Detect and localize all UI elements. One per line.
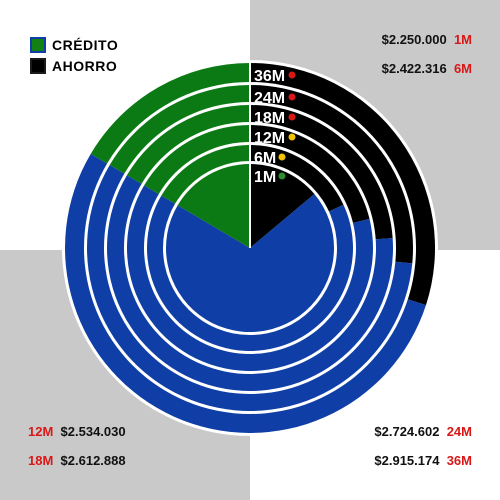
annotation-value: $2.250.000 bbox=[381, 32, 447, 47]
annotation-period: 24M bbox=[446, 424, 472, 439]
annotation-period: 6M bbox=[453, 61, 472, 76]
legend-item-ahorro: AHORRO bbox=[30, 55, 118, 76]
uncovered-sector-1m bbox=[177, 164, 250, 248]
ring-label-6m: 6M bbox=[254, 150, 276, 167]
ring-dot-18m bbox=[288, 113, 296, 121]
annotation-12m: 12M $2.534.030 bbox=[28, 424, 126, 439]
legend-item-credito: CRÉDITO bbox=[30, 34, 118, 55]
ring-label-12m: 12M bbox=[254, 130, 285, 147]
annotation-36m: $2.915.174 36M bbox=[374, 453, 472, 468]
annotation-value: $2.612.888 bbox=[60, 453, 126, 468]
annotation-value: $2.724.602 bbox=[374, 424, 440, 439]
annotation-6m: $2.422.316 6M bbox=[382, 61, 472, 76]
ring-dot-12m bbox=[288, 133, 296, 141]
annotation-value: $2.915.174 bbox=[374, 453, 440, 468]
legend-label-credito: CRÉDITO bbox=[52, 36, 119, 53]
annotation-1m: $2.250.000 1M bbox=[382, 32, 472, 47]
credit-arc-1m bbox=[166, 194, 335, 332]
legend-swatch-ahorro bbox=[30, 57, 46, 74]
saving-arc-1m bbox=[250, 163, 315, 248]
ring-label-1m: 1M bbox=[254, 169, 276, 186]
annotation-period: 1M bbox=[453, 32, 472, 47]
ring-dot-6m bbox=[278, 153, 286, 161]
ring-dot-36m bbox=[288, 71, 296, 79]
ring-dot-24m bbox=[288, 93, 296, 101]
annotation-value: $2.422.316 bbox=[381, 61, 447, 76]
legend-label-ahorro: AHORRO bbox=[52, 57, 118, 74]
legend-swatch-credito bbox=[30, 36, 46, 53]
annotation-period: 12M bbox=[28, 424, 54, 439]
ring-label-36m: 36M bbox=[254, 68, 285, 85]
annotation-value: $2.534.030 bbox=[60, 424, 126, 439]
annotation-period: 18M bbox=[28, 453, 54, 468]
annotation-18m: 18M $2.612.888 bbox=[28, 453, 126, 468]
chart-legend: CRÉDITO AHORRO bbox=[30, 34, 118, 76]
ring-dot-1m bbox=[278, 172, 286, 180]
annotation-24m: $2.724.602 24M bbox=[374, 424, 472, 439]
ring-label-24m: 24M bbox=[254, 90, 285, 107]
ring-label-18m: 18M bbox=[254, 110, 285, 127]
annotation-period: 36M bbox=[446, 453, 472, 468]
